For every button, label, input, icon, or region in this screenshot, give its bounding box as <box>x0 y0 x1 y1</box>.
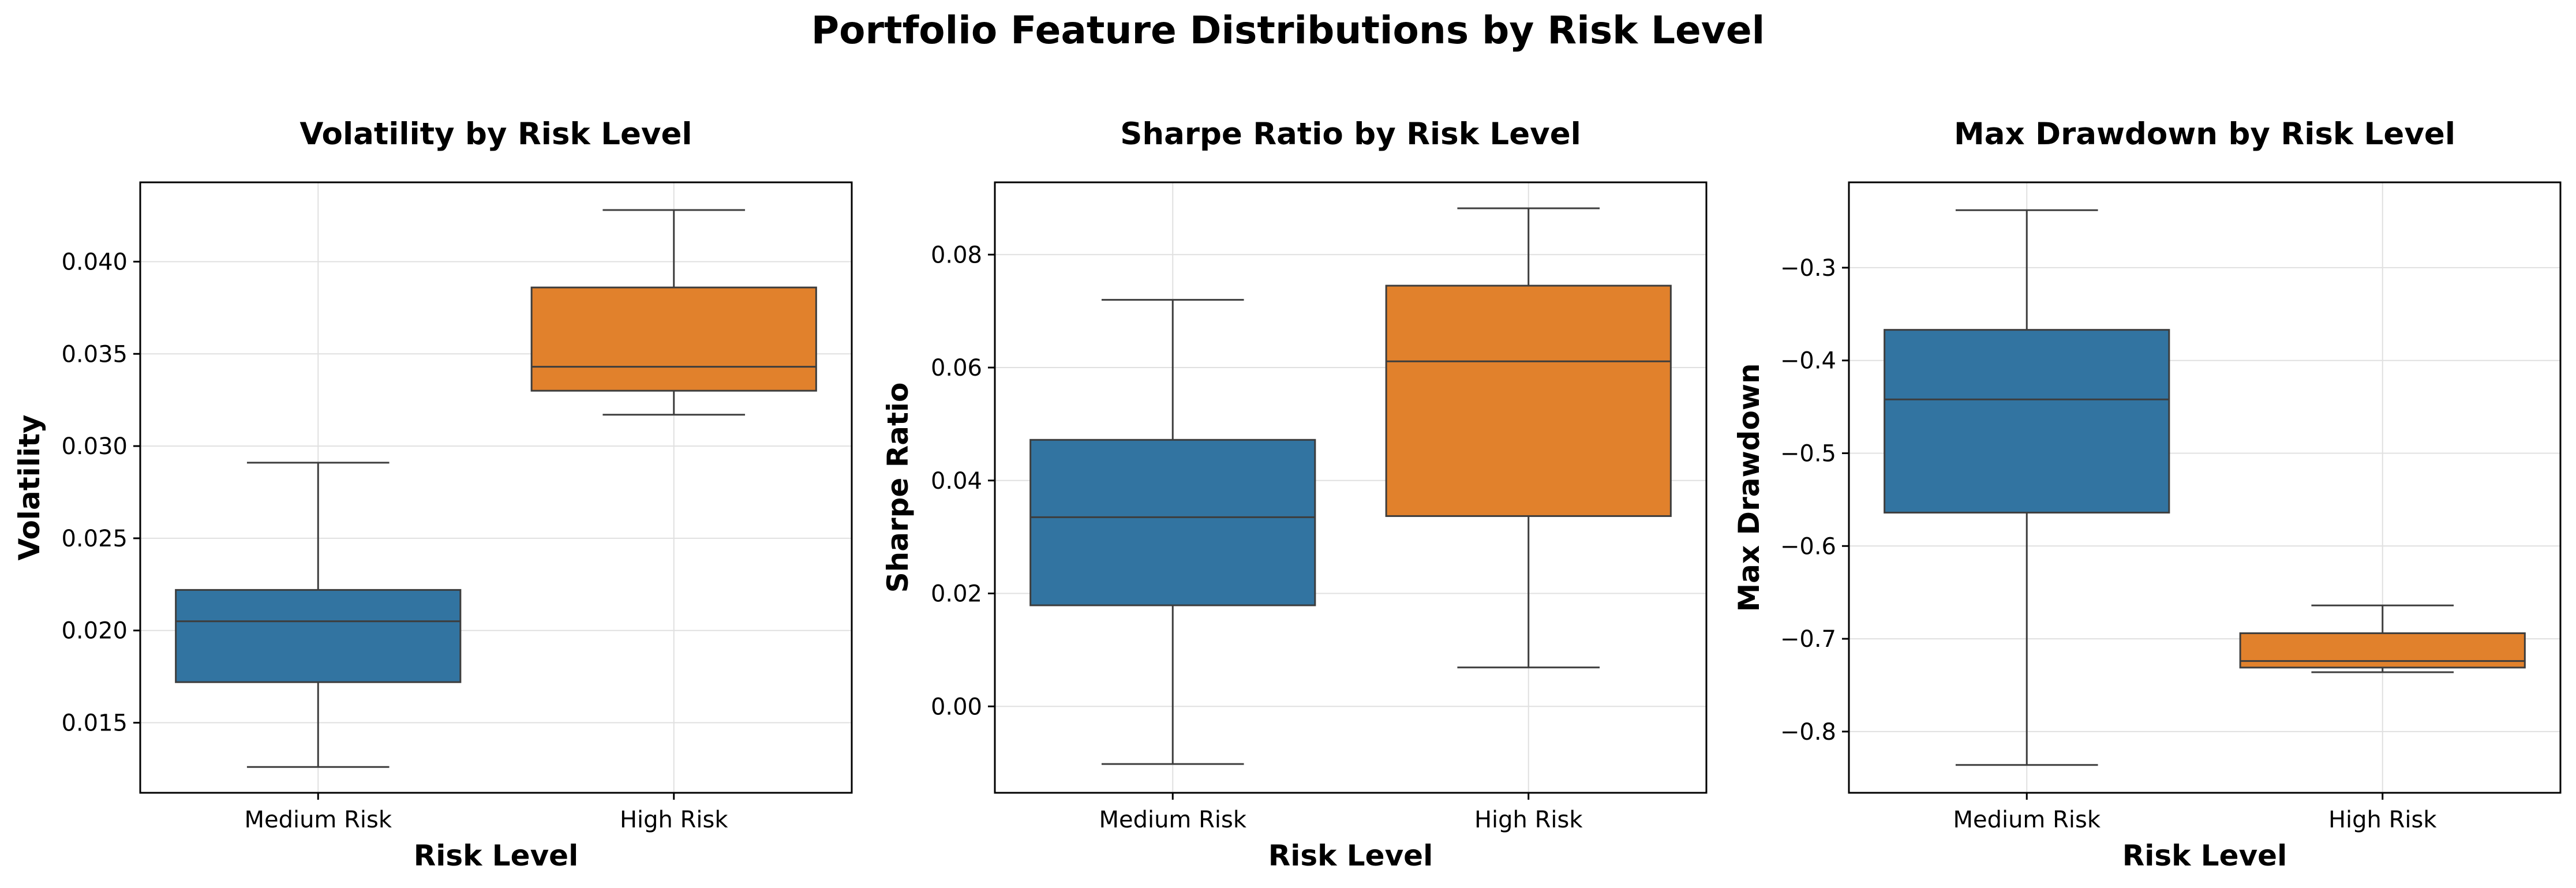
axes-frame <box>994 181 1708 794</box>
y-tick-label: 0.015 <box>61 710 128 737</box>
subplot-title: Volatility by Risk Level <box>299 117 692 152</box>
y-tick-label: −0.4 <box>1780 348 1836 374</box>
y-tick-label: 0.030 <box>61 433 128 460</box>
box-medium-risk <box>175 589 462 683</box>
y-tick-label: 0.00 <box>931 694 982 720</box>
figure-title: Portfolio Feature Distributions by Risk … <box>811 8 1765 53</box>
x-tick-label: High Risk <box>1474 807 1583 833</box>
x-tick-label: Medium Risk <box>1099 807 1246 833</box>
y-tick-label: −0.8 <box>1780 719 1836 745</box>
y-tick-label: 0.025 <box>61 526 128 552</box>
y-tick-label: 0.06 <box>931 355 982 381</box>
x-tick-label: Medium Risk <box>1953 807 2101 833</box>
subplot-title: Max Drawdown by Risk Level <box>1954 117 2455 152</box>
box-high-risk <box>1385 284 1672 517</box>
x-tick-label: High Risk <box>2328 807 2437 833</box>
y-axis-label: Max Drawdown <box>1732 363 1766 612</box>
y-tick-label: 0.04 <box>931 468 982 494</box>
y-tick-label: 0.040 <box>61 249 128 275</box>
axes-frame <box>139 181 853 794</box>
y-axis-label: Sharpe Ratio <box>881 383 915 593</box>
x-axis-label: Risk Level <box>414 839 578 872</box>
box-medium-risk <box>1884 329 2170 514</box>
box-medium-risk <box>1029 439 1316 606</box>
y-tick-label: 0.02 <box>931 581 982 608</box>
subplot-title: Sharpe Ratio by Risk Level <box>1120 117 1581 152</box>
box-high-risk <box>2239 632 2526 669</box>
y-tick-label: −0.5 <box>1780 441 1836 467</box>
axes-frame <box>1848 181 2562 794</box>
y-axis-label: Volatility <box>13 414 46 560</box>
y-tick-label: 0.020 <box>61 618 128 645</box>
y-tick-label: 0.035 <box>61 341 128 368</box>
x-tick-label: High Risk <box>620 807 728 833</box>
x-tick-label: Medium Risk <box>244 807 392 833</box>
y-tick-label: 0.08 <box>931 242 982 268</box>
x-axis-label: Risk Level <box>1268 839 1433 872</box>
y-tick-label: −0.3 <box>1780 255 1836 282</box>
box-high-risk <box>530 286 817 392</box>
x-axis-label: Risk Level <box>2122 839 2287 872</box>
y-tick-label: −0.7 <box>1780 626 1836 653</box>
y-tick-label: −0.6 <box>1780 533 1836 560</box>
